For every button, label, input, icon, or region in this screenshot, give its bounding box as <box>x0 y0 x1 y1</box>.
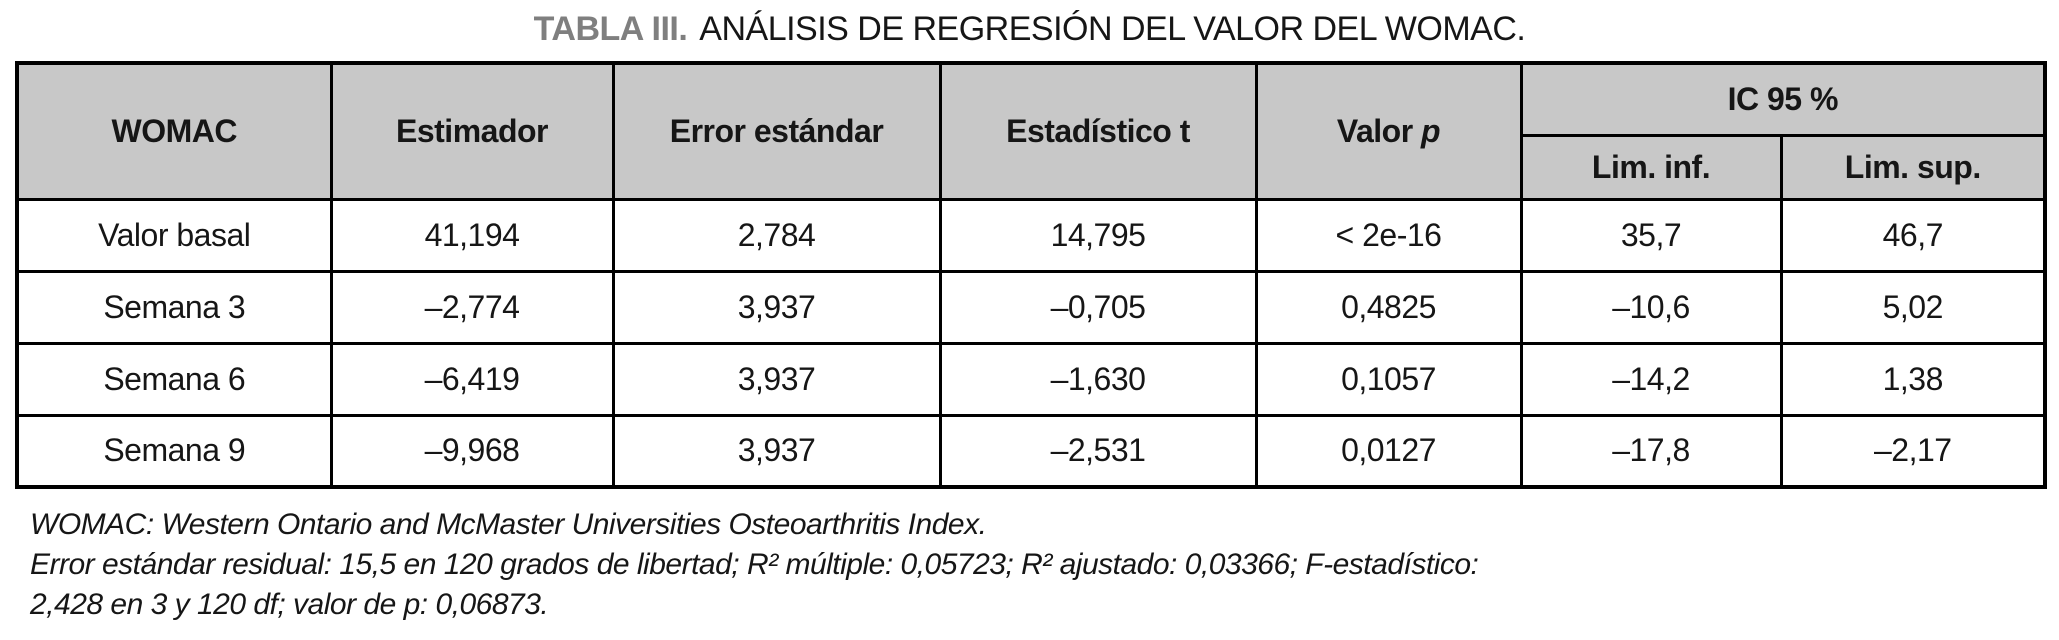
table-row: Semana 6 –6,419 3,937 –1,630 0,1057 –14,2 1,38 <box>15 341 2047 417</box>
value-cell: 2,784 <box>611 197 942 273</box>
value-cell: –14,2 <box>1519 341 1783 417</box>
header-estimador: Estimador <box>329 61 615 201</box>
value-cell: 3,937 <box>611 413 942 489</box>
value-cell: –2,531 <box>938 413 1258 489</box>
header-lim-sup: Lim. sup. <box>1779 133 2047 201</box>
footnote-line-1: WOMAC: Western Ontario and McMaster Univ… <box>30 508 987 541</box>
header-valor-p: Valor p <box>1254 61 1523 201</box>
row-label-cell: Valor basal <box>15 197 333 273</box>
table-title: TABLA III. ANÁLISIS DE REGRESIÓN DEL VALO… <box>0 0 2059 49</box>
table-footnotes: WOMAC: Western Ontario and McMaster Univ… <box>30 505 2059 625</box>
value-cell: –2,17 <box>1779 413 2047 489</box>
value-cell: 0,1057 <box>1254 341 1523 417</box>
regression-table: WOMAC Estimador Error estándar Estadísti… <box>15 61 2048 489</box>
row-label-cell: Semana 9 <box>15 413 333 489</box>
table-row: Semana 3 –2,774 3,937 –0,705 0,4825 –10,6 5,02 <box>15 269 2047 345</box>
value-cell: 1,38 <box>1779 341 2047 417</box>
table-number-label: TABLA III. <box>533 10 688 48</box>
value-cell: –17,8 <box>1519 413 1783 489</box>
value-cell: 35,7 <box>1519 197 1783 273</box>
header-error-estandar: Error estándar <box>611 61 942 201</box>
value-cell: –2,774 <box>329 269 615 345</box>
value-cell: 0,0127 <box>1254 413 1523 489</box>
footnote-line-2: Error estándar residual: 15,5 en 120 gra… <box>30 548 1479 581</box>
value-cell: < 2e-16 <box>1254 197 1523 273</box>
header-womac: WOMAC <box>15 61 333 201</box>
value-cell: 46,7 <box>1779 197 2047 273</box>
table-body: Valor basal 41,194 2,784 14,795 < 2e-16 35,7 4… <box>15 197 2047 489</box>
table-row: Semana 9 –9,968 3,937 –2,531 0,0127 –17,8 –2,1… <box>15 413 2047 489</box>
value-cell: –6,419 <box>329 341 615 417</box>
header-estadistico-t: Estadístico t <box>938 61 1258 201</box>
header-ic95: IC 95 % <box>1519 61 2047 137</box>
value-cell: 3,937 <box>611 341 942 417</box>
value-cell: –0,705 <box>938 269 1258 345</box>
value-cell: 5,02 <box>1779 269 2047 345</box>
table-row: Valor basal 41,194 2,784 14,795 < 2e-16 35,7 4… <box>15 197 2047 273</box>
value-cell: –9,968 <box>329 413 615 489</box>
table-header: WOMAC Estimador Error estándar Estadísti… <box>15 61 2047 201</box>
footnote-line-3: 2,428 en 3 y 120 df; valor de p: 0,06873… <box>30 588 549 621</box>
value-cell: –10,6 <box>1519 269 1783 345</box>
value-cell: 0,4825 <box>1254 269 1523 345</box>
row-label-cell: Semana 6 <box>15 341 333 417</box>
value-cell: 14,795 <box>938 197 1258 273</box>
row-label-cell: Semana 3 <box>15 269 333 345</box>
value-cell: 3,937 <box>611 269 942 345</box>
value-cell: –1,630 <box>938 341 1258 417</box>
value-cell: 41,194 <box>329 197 615 273</box>
header-valor-p-prefix: Valor <box>1336 112 1413 149</box>
header-lim-inf: Lim. inf. <box>1519 133 1783 201</box>
header-valor-p-symbol: p <box>1421 112 1441 149</box>
table-title-text: ANÁLISIS DE REGRESIÓN DEL VALOR DEL WOMA… <box>699 10 1526 48</box>
